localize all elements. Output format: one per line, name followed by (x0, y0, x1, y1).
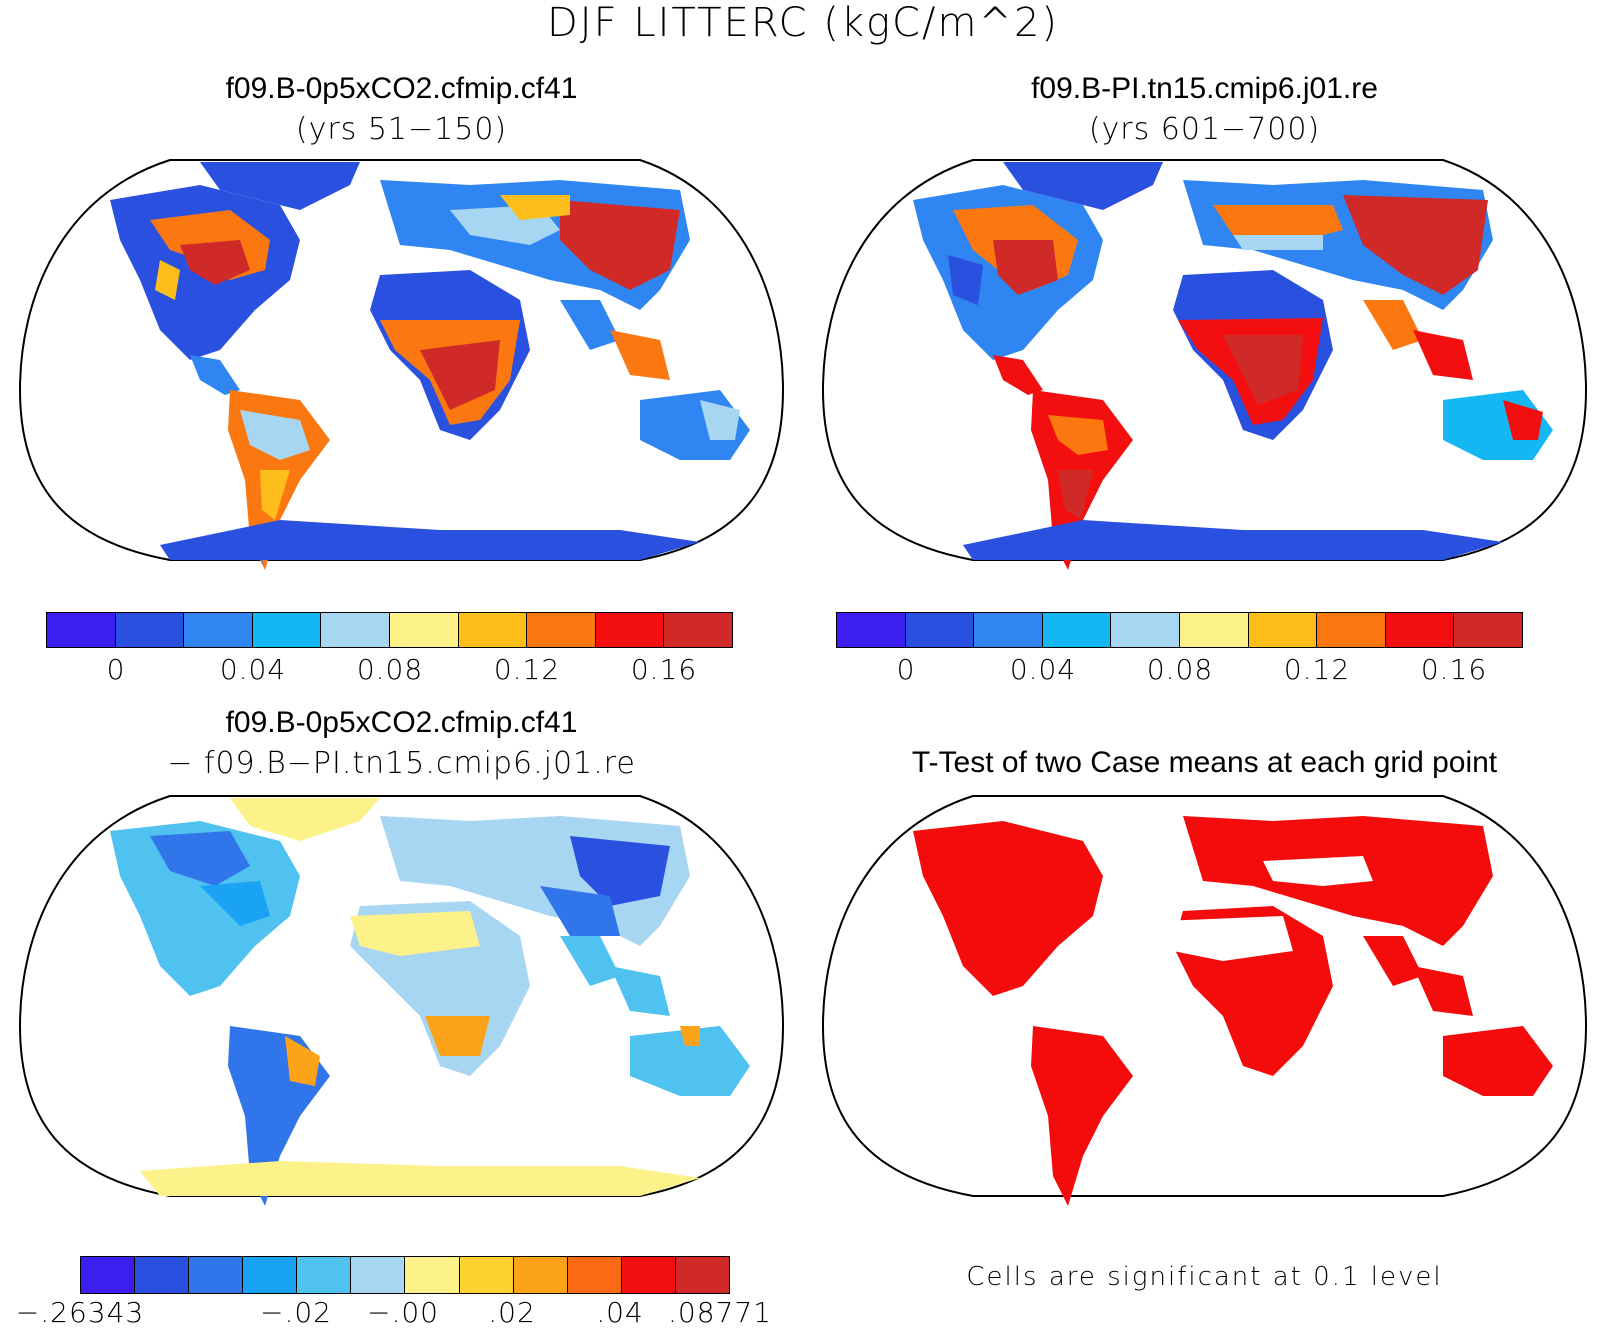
colorbar-tr-tick: 0.08 (1146, 653, 1214, 686)
colorbar-swatch (351, 1257, 406, 1293)
colorbar-swatch (297, 1257, 352, 1293)
colorbar-swatch (47, 613, 116, 647)
panel-br-title: T-Test of two Case means at each grid po… (911, 746, 1498, 779)
colorbar-tl (46, 612, 733, 648)
colorbar-swatch (1317, 613, 1386, 647)
panel-br-map (821, 795, 1588, 1206)
colorbar-swatch (513, 1257, 568, 1293)
colorbar-swatch (115, 613, 185, 647)
colorbar-tr-tick: 0.12 (1283, 653, 1351, 686)
colorbar-swatch (184, 613, 253, 647)
colorbar-swatch (405, 1257, 460, 1293)
colorbar-swatch (675, 1257, 729, 1293)
colorbar-tl-tick: 0.04 (219, 653, 287, 686)
colorbar-tr-tick: 0.04 (1009, 653, 1077, 686)
colorbar-bl-tick: .04 (596, 1296, 644, 1329)
colorbar-bl-tick: −.02 (260, 1296, 332, 1329)
colorbar-swatch (81, 1257, 136, 1293)
panel-tr-title: f09.B-PI.tn15.cmip6.j01.re (1031, 72, 1378, 105)
colorbar-tr-tick: 0 (896, 653, 916, 686)
colorbar-tl-tick: 0.08 (356, 653, 424, 686)
colorbar-swatch (621, 1257, 676, 1293)
colorbar-tl-tick: 0.16 (630, 653, 698, 686)
panel-bl-map (18, 795, 785, 1206)
colorbar-bl (80, 1256, 730, 1294)
colorbar-swatch (389, 613, 459, 647)
colorbar-swatch (974, 613, 1043, 647)
panel-tl-map (18, 159, 785, 570)
colorbar-swatch (321, 613, 390, 647)
panel-bl-title: f09.B-0p5xCO2.cfmip.cf41 (225, 706, 578, 739)
significance-note: Cells are significant at 0.1 level (966, 1262, 1443, 1292)
colorbar-bl-tick: .08771 (668, 1296, 772, 1329)
panel-tl-subtitle: (yrs 51−150) (295, 112, 508, 147)
panel-tr-subtitle: (yrs 601−700) (1088, 112, 1321, 147)
colorbar-swatch (1454, 613, 1522, 647)
colorbar-swatch (135, 1257, 190, 1293)
colorbar-swatch (1111, 613, 1180, 647)
colorbar-swatch (252, 613, 322, 647)
colorbar-bl-tick: .02 (488, 1296, 536, 1329)
colorbar-tr-tick: 0.16 (1420, 653, 1488, 686)
colorbar-swatch (1248, 613, 1318, 647)
colorbar-swatch (1385, 613, 1455, 647)
colorbar-tl-tick: 0 (106, 653, 126, 686)
colorbar-tr (836, 612, 1523, 648)
colorbar-swatch (459, 1257, 514, 1293)
colorbar-swatch (905, 613, 975, 647)
colorbar-swatch (189, 1257, 244, 1293)
panel-tr-map (821, 159, 1588, 570)
colorbar-bl-tick: −.00 (367, 1296, 439, 1329)
colorbar-swatch (458, 613, 528, 647)
figure-title: DJF LITTERC (kgC/m^2) (547, 0, 1059, 46)
panel-tl-title: f09.B-0p5xCO2.cfmip.cf41 (225, 72, 578, 105)
colorbar-swatch (567, 1257, 622, 1293)
colorbar-swatch (1179, 613, 1249, 647)
colorbar-swatch (1042, 613, 1112, 647)
colorbar-swatch (527, 613, 596, 647)
colorbar-tl-tick: 0.12 (493, 653, 561, 686)
colorbar-swatch (664, 613, 732, 647)
panel-bl-subtitle: − f09.B−PI.tn15.cmip6.j01.re (167, 746, 636, 781)
colorbar-swatch (837, 613, 906, 647)
colorbar-swatch (595, 613, 665, 647)
colorbar-bl-tick: −.26343 (15, 1296, 145, 1329)
colorbar-swatch (243, 1257, 298, 1293)
